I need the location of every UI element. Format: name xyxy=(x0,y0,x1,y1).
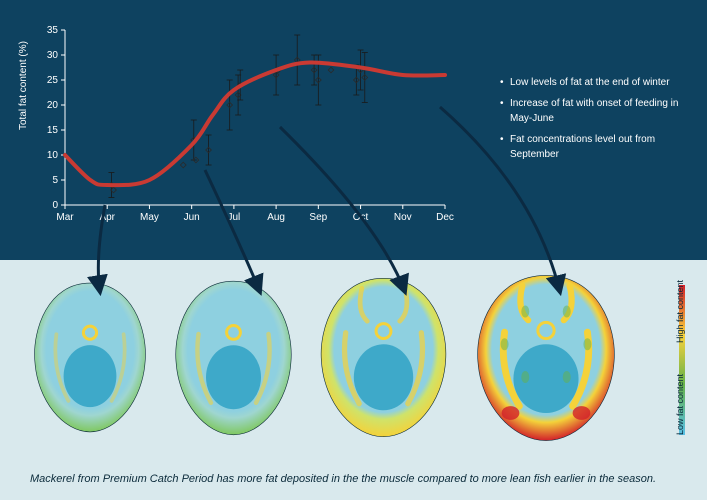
svg-text:Aug: Aug xyxy=(267,212,285,223)
svg-text:Jun: Jun xyxy=(184,212,200,223)
scale-high-label: High fat content xyxy=(675,280,685,343)
scale-low-label: Low fat content xyxy=(675,374,685,435)
bullet-item: Fat concentrations level out from Septem… xyxy=(500,132,695,162)
cross-section xyxy=(472,272,620,449)
svg-text:Mar: Mar xyxy=(56,212,74,223)
top-panel: Total fat content (%) 0 5 10 15 20 25 30 35 Mar A… xyxy=(0,0,707,260)
svg-text:Nov: Nov xyxy=(394,212,412,223)
caption-text: Mackerel from Premium Catch Period has m… xyxy=(30,473,656,485)
svg-text:Jul: Jul xyxy=(227,212,240,223)
svg-text:0: 0 xyxy=(52,200,58,211)
svg-text:Dec: Dec xyxy=(436,212,454,223)
svg-text:25: 25 xyxy=(47,75,59,86)
svg-text:Sep: Sep xyxy=(309,212,327,223)
svg-text:May: May xyxy=(140,212,159,223)
bullet-item: Low levels of fat at the end of winter xyxy=(500,75,695,90)
svg-text:15: 15 xyxy=(47,125,59,136)
cross-section xyxy=(316,275,451,445)
svg-text:20: 20 xyxy=(47,100,59,111)
svg-text:35: 35 xyxy=(47,25,59,36)
cross-section-row xyxy=(30,270,620,450)
y-axis-label: Total fat content (%) xyxy=(18,41,29,130)
fat-content-chart: 05101520253035MarAprMayJunJulAugSepOctNo… xyxy=(55,25,455,225)
bottom-panel: High fat content Low fat content Mackere… xyxy=(0,260,707,500)
svg-text:Apr: Apr xyxy=(99,212,115,223)
bullet-list: Low levels of fat at the end of winter In… xyxy=(500,75,695,168)
cross-section xyxy=(30,280,150,440)
color-scale: High fat content Low fat content xyxy=(665,285,685,435)
svg-text:Oct: Oct xyxy=(353,212,369,223)
svg-text:30: 30 xyxy=(47,50,59,61)
bullet-item: Increase of fat with onset of feeding in… xyxy=(500,96,695,126)
svg-text:10: 10 xyxy=(47,150,59,161)
svg-text:5: 5 xyxy=(52,175,58,186)
cross-section xyxy=(171,278,296,443)
